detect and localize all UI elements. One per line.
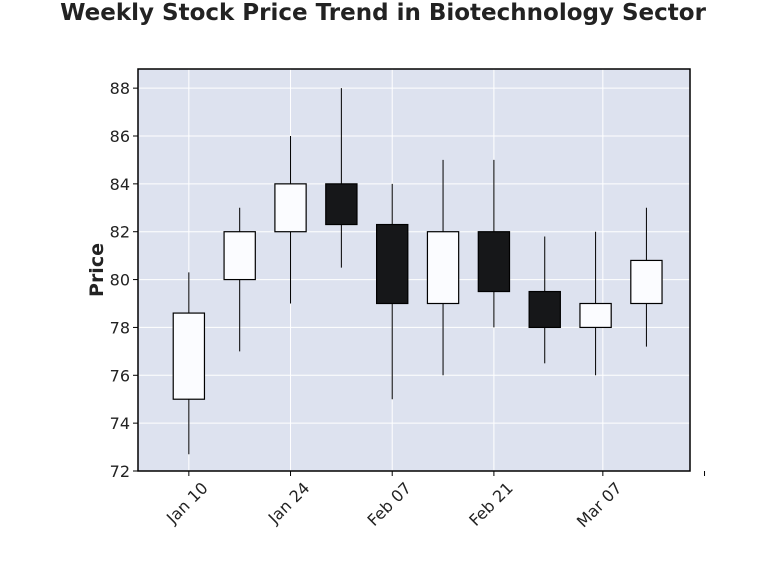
plot-area	[138, 69, 690, 471]
x-tick-label: Feb 21	[465, 478, 516, 529]
candle-up	[274, 136, 307, 304]
y-tick-label: 72	[110, 462, 130, 481]
y-tick-label: 74	[110, 414, 130, 433]
chart-title: Weekly Stock Price Trend in Biotechnolog…	[60, 0, 706, 26]
y-tick-label: 76	[110, 366, 130, 385]
y-tick-label: 86	[110, 127, 130, 146]
y-axis-label: Price	[86, 243, 108, 297]
candle-down	[528, 236, 561, 364]
x-tick-label: Jan 24	[264, 478, 314, 528]
candle-body	[630, 259, 663, 305]
x-tick-label: Mar 07	[573, 478, 626, 531]
candle-body	[477, 231, 511, 293]
candle-up	[579, 231, 612, 376]
candle-body	[579, 302, 612, 329]
x-tick-label: Feb 07	[364, 478, 415, 529]
x-axis-ticks: Jan 10 Jan 24 Feb 07 Feb 21 Mar 07	[162, 471, 706, 531]
y-tick-label: 82	[110, 223, 130, 242]
candle-down	[375, 183, 409, 400]
candle-body	[223, 231, 256, 281]
candle-body	[274, 183, 307, 233]
y-axis-ticks: 72 74 76 78 80 82 84 86 88	[110, 79, 138, 481]
y-tick-label: 80	[110, 271, 130, 290]
y-tick-label: 78	[110, 318, 130, 337]
y-tick-label: 88	[110, 79, 130, 98]
candle-up	[630, 207, 663, 347]
candle-body	[325, 183, 358, 226]
candle-body	[426, 231, 460, 305]
candle-body	[375, 223, 409, 305]
candle-body	[172, 312, 206, 400]
candle-up	[223, 207, 256, 352]
candle-body	[528, 290, 561, 329]
candle-down	[325, 88, 358, 268]
candle-down	[477, 159, 511, 328]
candle-up	[426, 159, 460, 376]
plot-frame	[137, 68, 691, 472]
x-tick-label: Jan 10	[162, 478, 212, 528]
y-tick-label: 84	[110, 175, 130, 194]
candle-up	[172, 272, 206, 455]
candles	[172, 88, 663, 455]
